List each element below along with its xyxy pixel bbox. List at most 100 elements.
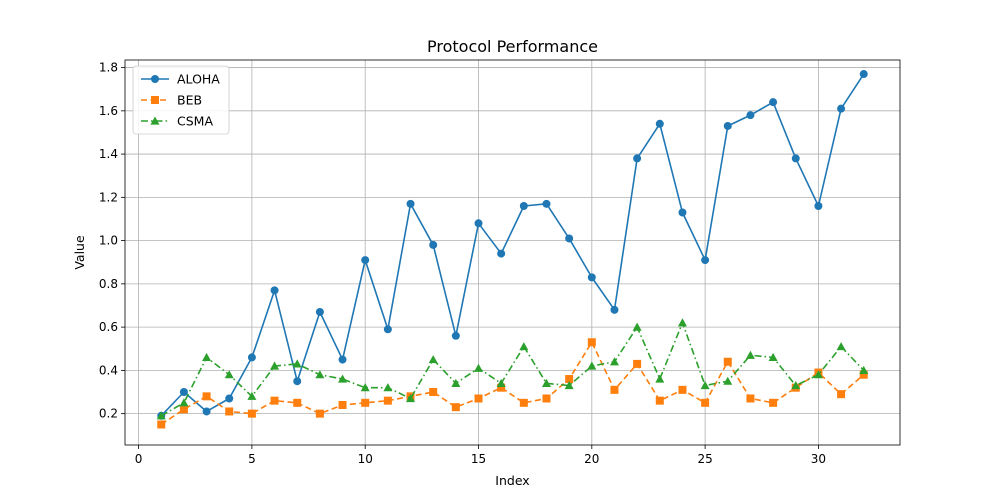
data-point-csma (338, 374, 348, 383)
data-point-beb (587, 338, 596, 347)
data-point-beb (429, 388, 438, 397)
data-point-beb (655, 396, 664, 405)
data-point-csma (677, 318, 687, 327)
data-point-aloha (565, 234, 574, 243)
data-point-beb (338, 400, 347, 409)
data-point-csma (156, 411, 166, 420)
series-line-csma (160, 321, 865, 417)
data-point-beb (723, 357, 732, 366)
data-point-aloha (633, 154, 642, 163)
data-point-csma (700, 381, 710, 390)
plot-frame (124, 59, 901, 446)
data-point-aloha (678, 208, 687, 217)
data-point-beb (633, 359, 642, 368)
y-tick-label: 1.2 (99, 190, 118, 204)
legend-marker-beb (151, 96, 159, 104)
data-point-aloha (655, 119, 664, 128)
data-point-aloha (406, 199, 415, 208)
data-point-beb (497, 383, 506, 392)
series-aloha (157, 70, 868, 420)
data-point-aloha (587, 273, 596, 282)
data-point-beb (474, 394, 483, 403)
data-point-aloha (837, 104, 846, 113)
data-point-beb (610, 385, 619, 394)
data-point-aloha (474, 219, 483, 228)
data-point-csma (836, 342, 846, 351)
data-point-aloha (429, 240, 438, 249)
x-tick-label: 10 (358, 452, 373, 466)
data-point-aloha (610, 305, 619, 314)
data-point-csma (224, 370, 234, 379)
legend-label-csma: CSMA (177, 114, 213, 129)
data-point-csma (360, 383, 370, 392)
y-tick-label: 1.0 (99, 234, 118, 248)
data-point-csma (859, 365, 869, 374)
y-tick-label: 1.8 (99, 61, 118, 75)
data-point-aloha (542, 199, 551, 208)
data-point-csma (496, 378, 506, 387)
data-point-beb (225, 407, 234, 416)
data-point-aloha (179, 388, 188, 397)
data-point-beb (746, 394, 755, 403)
data-point-csma (202, 352, 212, 362)
data-point-aloha (338, 355, 347, 364)
data-point-csma (541, 378, 551, 387)
data-point-aloha (361, 256, 370, 265)
legend: ALOHA BEB CSMA (132, 65, 230, 135)
x-tick-label: 0 (135, 452, 143, 466)
data-point-beb (293, 398, 302, 407)
data-point-csma (655, 374, 665, 383)
data-point-aloha (701, 256, 710, 265)
data-point-aloha (519, 201, 528, 210)
data-point-beb (701, 398, 710, 407)
data-point-beb (565, 375, 574, 384)
data-point-beb (157, 420, 166, 429)
data-point-aloha (270, 286, 279, 295)
legend-marker-csma (150, 116, 160, 125)
x-tick-label: 5 (248, 452, 256, 466)
data-point-aloha (315, 307, 324, 316)
data-point-aloha (769, 98, 778, 107)
series-csma (156, 318, 869, 420)
data-point-aloha (497, 249, 506, 258)
legend-marker-aloha (151, 75, 159, 83)
data-point-csma (587, 361, 597, 370)
y-tick-label: 1.6 (99, 104, 118, 118)
data-point-beb (519, 398, 528, 407)
y-tick-label: 0.6 (99, 320, 118, 334)
x-tick-label: 15 (471, 452, 486, 466)
x-tick-label: 25 (697, 452, 712, 466)
data-point-aloha (451, 331, 460, 340)
data-point-aloha (383, 325, 392, 334)
data-point-beb (270, 396, 279, 405)
y-tick-label: 0.2 (99, 407, 118, 421)
x-axis-label: Index (495, 473, 529, 488)
axis-ticks: 0 5 10 15 20 25 30 0.2 0.4 0.6 0.8 1.0 1.2 1.4 1.6 1.8 (99, 61, 826, 466)
data-point-csma (451, 378, 461, 387)
data-point-csma (247, 391, 257, 400)
data-point-beb (837, 390, 846, 399)
data-point-aloha (791, 154, 800, 163)
data-point-aloha (247, 353, 256, 362)
series-line-aloha (160, 73, 865, 417)
data-point-csma (315, 370, 325, 379)
data-point-csma (383, 383, 393, 392)
data-point-csma (745, 350, 755, 359)
data-point-csma (179, 398, 189, 407)
y-tick-label: 0.4 (99, 363, 118, 377)
data-point-csma (428, 355, 438, 364)
data-point-csma (406, 393, 416, 403)
data-point-beb (859, 370, 868, 379)
data-point-csma (813, 370, 823, 379)
data-point-csma (632, 322, 642, 331)
legend-label-aloha: ALOHA (177, 72, 220, 87)
data-point-aloha (746, 111, 755, 120)
data-point-aloha (814, 201, 823, 210)
data-point-aloha (293, 377, 302, 386)
data-point-beb (247, 409, 256, 418)
data-point-csma (768, 352, 778, 362)
data-point-csma (791, 381, 801, 390)
data-point-beb (315, 409, 324, 418)
data-point-csma (474, 363, 484, 372)
data-point-beb (542, 394, 551, 403)
